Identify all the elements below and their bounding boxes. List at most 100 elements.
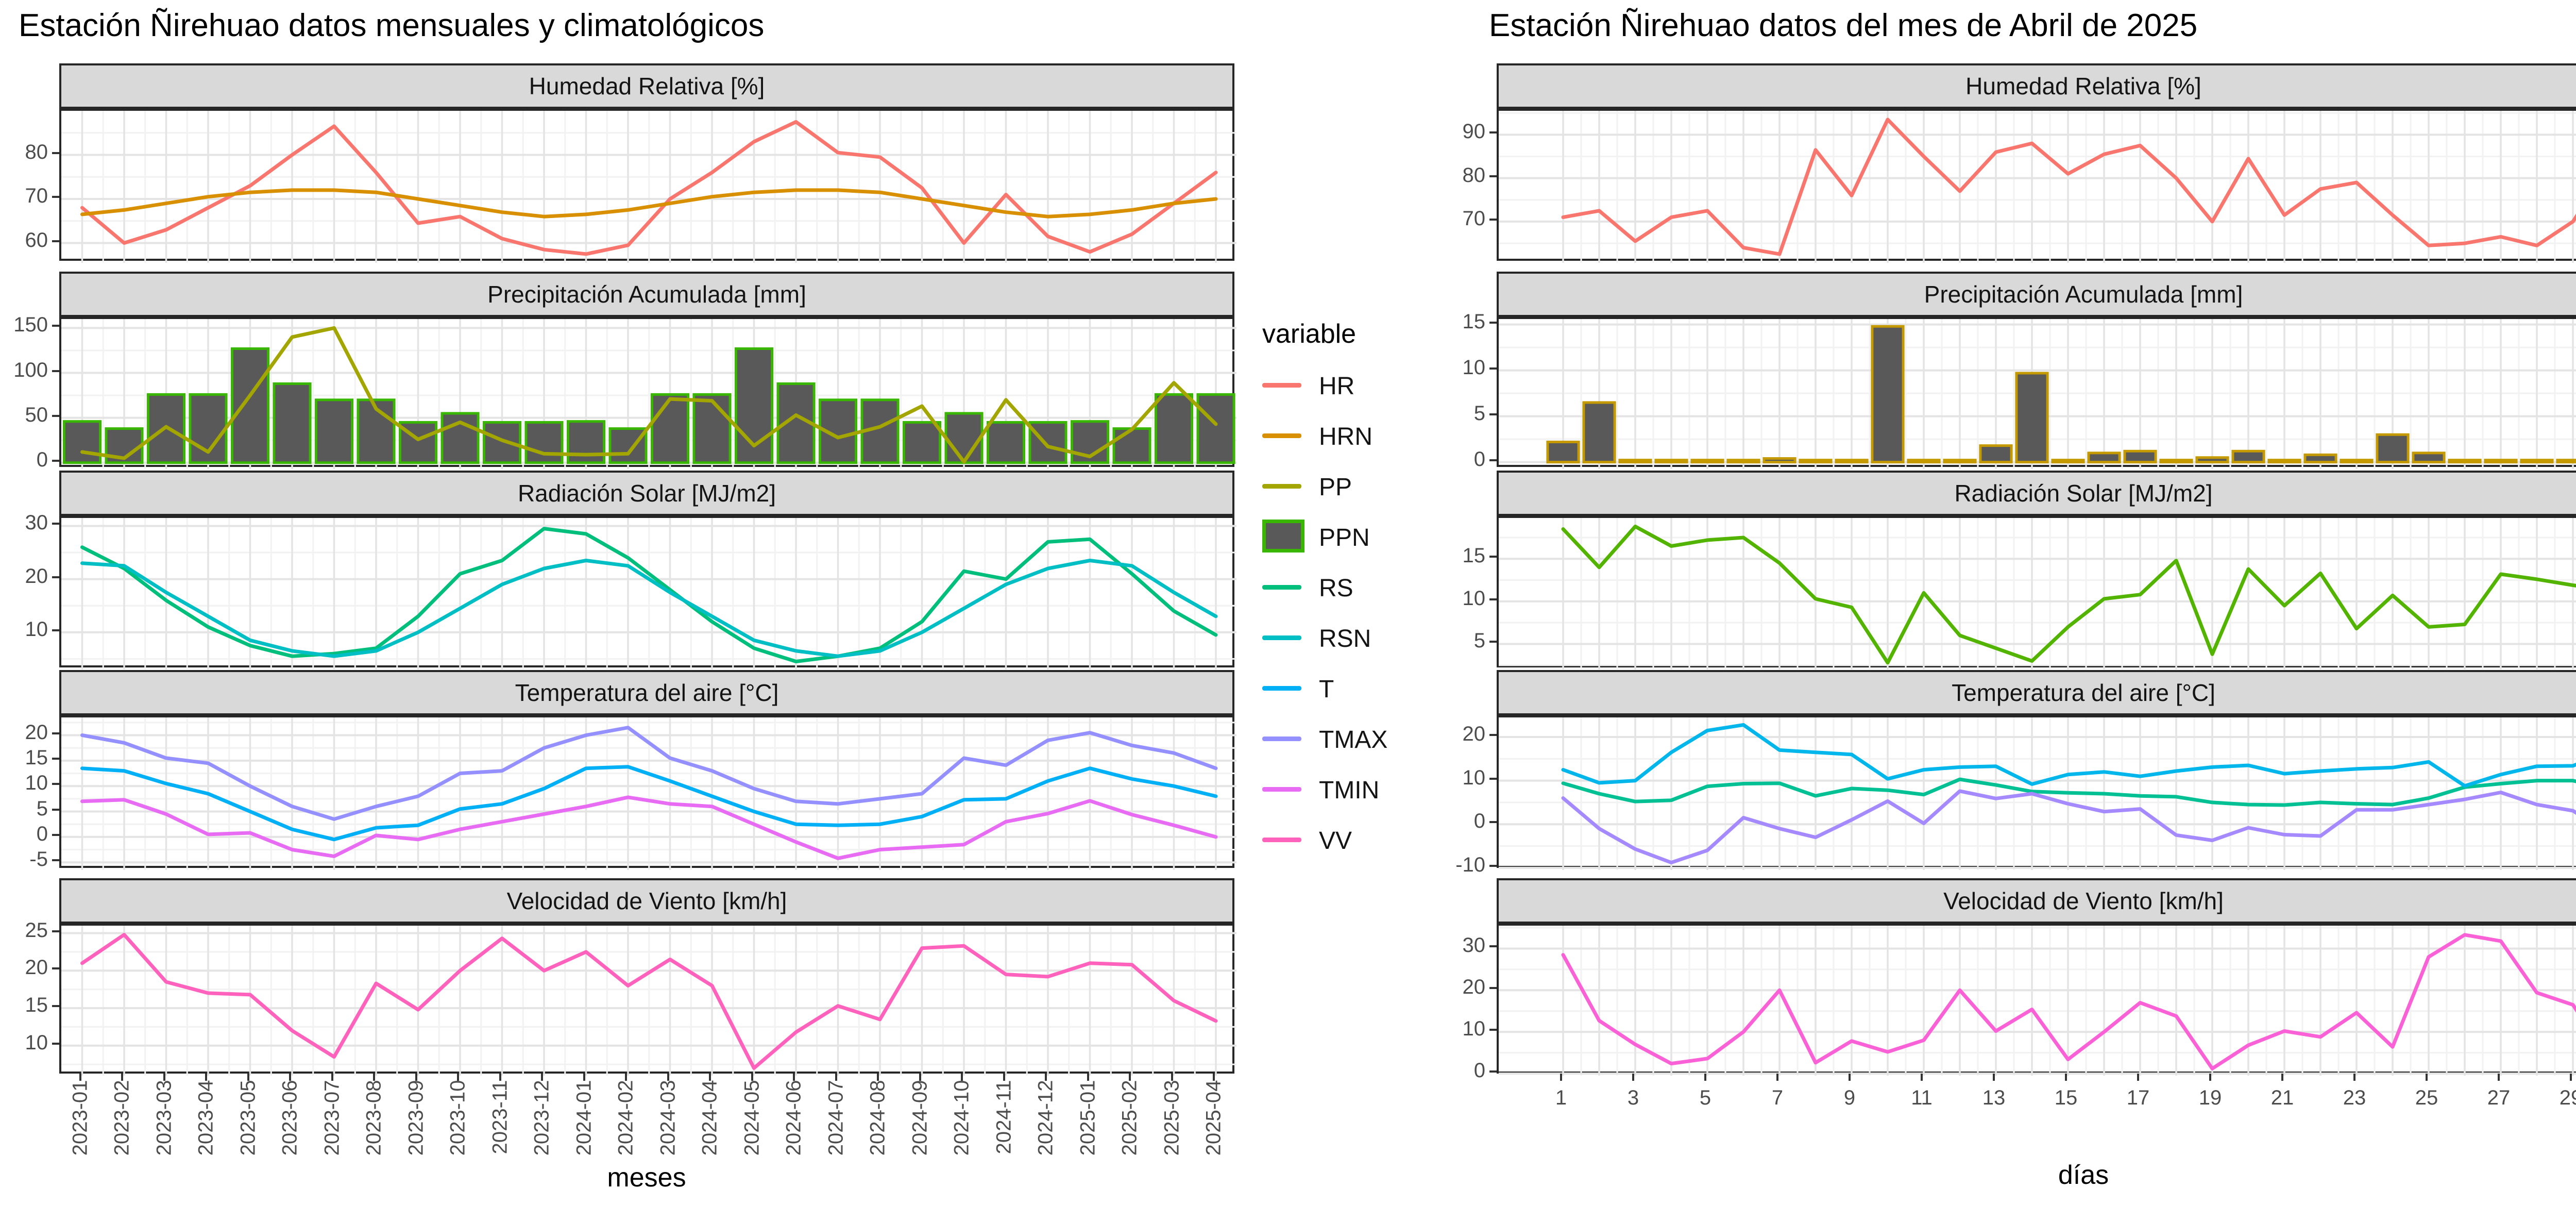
y-tick-mark <box>1489 821 1497 824</box>
facet-strip-label: Precipitación Acumulada [mm] <box>1924 281 2243 308</box>
legend-key-RS <box>1262 585 1301 590</box>
x-tick-mark <box>205 1074 207 1081</box>
x-tick-mark <box>2498 1074 2500 1081</box>
bar-PP <box>2412 451 2446 464</box>
legend-item-RS: RS <box>1262 569 1432 605</box>
bar-PP <box>1943 459 1977 464</box>
bar-PP <box>2376 433 2410 464</box>
facet-strip-label: Precipitación Acumulada [mm] <box>487 281 806 308</box>
x-tick-mark <box>1087 1074 1089 1081</box>
y-tick-label: 15 <box>25 994 48 1017</box>
line-PP <box>80 326 1218 464</box>
x-tick-label: 2023-07 <box>320 1080 343 1156</box>
y-tick-label: 5 <box>1473 629 1485 652</box>
y-tick-label: 10 <box>25 772 48 795</box>
bar-PP <box>2340 459 2374 464</box>
x-tick-label: 2024-05 <box>740 1080 763 1156</box>
x-tick-label: 2023-08 <box>362 1080 385 1156</box>
y-tick-label: 80 <box>25 140 48 163</box>
y-tick-mark <box>52 859 59 862</box>
bar-PP <box>2231 449 2265 464</box>
bar-PP <box>1762 457 1797 464</box>
y-tick-mark <box>52 325 59 327</box>
x-tick-label: 2025-04 <box>1202 1080 1225 1156</box>
bar-PPN <box>1154 393 1194 464</box>
y-tick-label: 0 <box>1473 810 1485 833</box>
x-tick-mark <box>793 1074 795 1081</box>
y-tick-mark <box>1489 598 1497 600</box>
bar-PP <box>2015 372 2049 464</box>
y-tick-label: 70 <box>25 185 48 207</box>
bar-PP <box>1726 459 1760 464</box>
y-tick-label: 0 <box>1473 447 1485 471</box>
y-tick-label: 10 <box>25 1031 48 1054</box>
bar-PPN <box>650 393 690 464</box>
y-tick-mark <box>52 783 59 785</box>
x-tick-mark <box>121 1074 123 1081</box>
legend-label: PP <box>1319 474 1352 501</box>
y-tick-mark <box>1489 459 1497 461</box>
x-tick-label: 17 <box>2126 1086 2150 1109</box>
bar-PP <box>1690 459 1724 464</box>
y-tick-mark <box>1489 864 1497 867</box>
facet-panel-1-2 <box>1497 516 2576 670</box>
x-tick-label: 7 <box>1771 1086 1784 1109</box>
y-tick-mark <box>52 414 59 417</box>
x-tick-label: 2024-07 <box>824 1080 847 1156</box>
legend-item-PPN: PPN <box>1262 518 1432 555</box>
facet-panel-0-0 <box>59 109 1236 263</box>
y-tick-label: 20 <box>1462 976 1486 999</box>
bar-PP <box>2087 451 2121 464</box>
x-tick-mark <box>1849 1074 1851 1081</box>
y-tick-label: 10 <box>1462 356 1486 379</box>
x-tick-mark <box>1704 1074 1706 1081</box>
x-tick-label: 2024-09 <box>908 1080 931 1156</box>
y-tick-label: 10 <box>1462 587 1486 610</box>
x-tick-mark <box>79 1074 81 1081</box>
x-tick-label: 2024-06 <box>782 1080 805 1156</box>
x-tick-label: 2024-01 <box>572 1080 595 1156</box>
y-tick-mark <box>52 523 59 525</box>
y-tick-label: 150 <box>13 313 48 337</box>
x-tick-mark <box>1776 1074 1778 1081</box>
y-tick-mark <box>1489 641 1497 643</box>
line-HR <box>1561 118 2576 256</box>
x-tick-label: 11 <box>1911 1086 1933 1109</box>
facet-strip-1-0: Humedad Relativa [%] <box>1497 63 2576 109</box>
facet-chart-1-3 <box>1499 717 2576 870</box>
left-legend-title: variable <box>1262 319 1357 349</box>
facet-strip-1-1: Precipitación Acumulada [mm] <box>1497 272 2576 317</box>
y-tick-mark <box>52 1005 59 1008</box>
line-RS <box>80 527 1218 663</box>
x-tick-mark <box>919 1074 921 1081</box>
y-tick-label: 0 <box>1473 1059 1485 1082</box>
y-tick-label: 100 <box>13 358 48 381</box>
facet-strip-label: Temperatura del aire [°C] <box>1952 679 2215 706</box>
legend-key-PPN <box>1262 520 1304 553</box>
y-tick-mark <box>1489 175 1497 177</box>
y-tick-label: 0 <box>36 822 48 845</box>
bar-PP <box>1582 401 1616 464</box>
x-tick-label: 2024-10 <box>950 1080 973 1156</box>
y-tick-label: 10 <box>25 617 48 641</box>
y-tick-mark <box>52 576 59 578</box>
line-RS <box>1561 525 2576 665</box>
x-tick-label: 2023-10 <box>446 1080 469 1156</box>
facet-panel-1-1 <box>1497 317 2576 469</box>
x-tick-mark <box>163 1074 165 1081</box>
y-tick-mark <box>52 629 59 631</box>
facet-strip-label: Temperatura del aire [°C] <box>515 679 779 706</box>
x-tick-label: 13 <box>1982 1086 2006 1109</box>
bar-PP <box>1871 325 1905 464</box>
bar-PP <box>2159 459 2193 464</box>
y-tick-label: 30 <box>25 511 48 534</box>
legend-label: RSN <box>1319 625 1371 652</box>
x-tick-label: 2023-09 <box>404 1080 427 1156</box>
y-tick-mark <box>1489 556 1497 558</box>
y-tick-mark <box>52 732 59 734</box>
x-tick-label: 2023-05 <box>236 1080 259 1156</box>
line-T <box>1561 777 2576 807</box>
bar-PP <box>2195 456 2229 464</box>
facet-chart-0-3 <box>61 717 1236 870</box>
legend-key-TMAX <box>1262 737 1301 741</box>
